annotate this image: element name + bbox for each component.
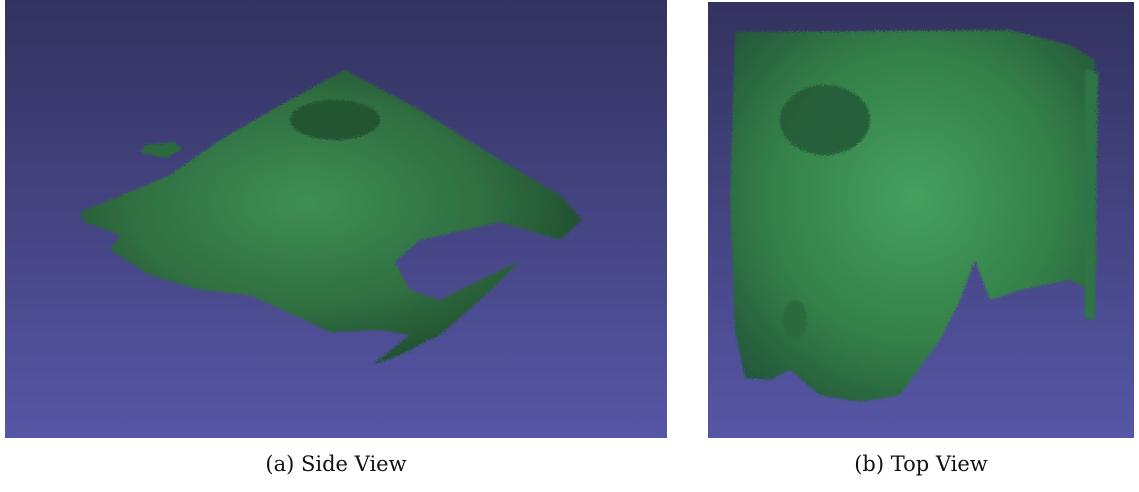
caption: (a) Side View bbox=[265, 452, 406, 476]
panel-side-view bbox=[5, 0, 667, 438]
figure: (a) Side View (b) Top View bbox=[0, 0, 1139, 488]
caption: (b) Top View bbox=[854, 452, 988, 476]
page: (a) Side View (b) Top View (() => { cons… bbox=[0, 0, 1139, 488]
panel-top-view bbox=[708, 2, 1134, 438]
